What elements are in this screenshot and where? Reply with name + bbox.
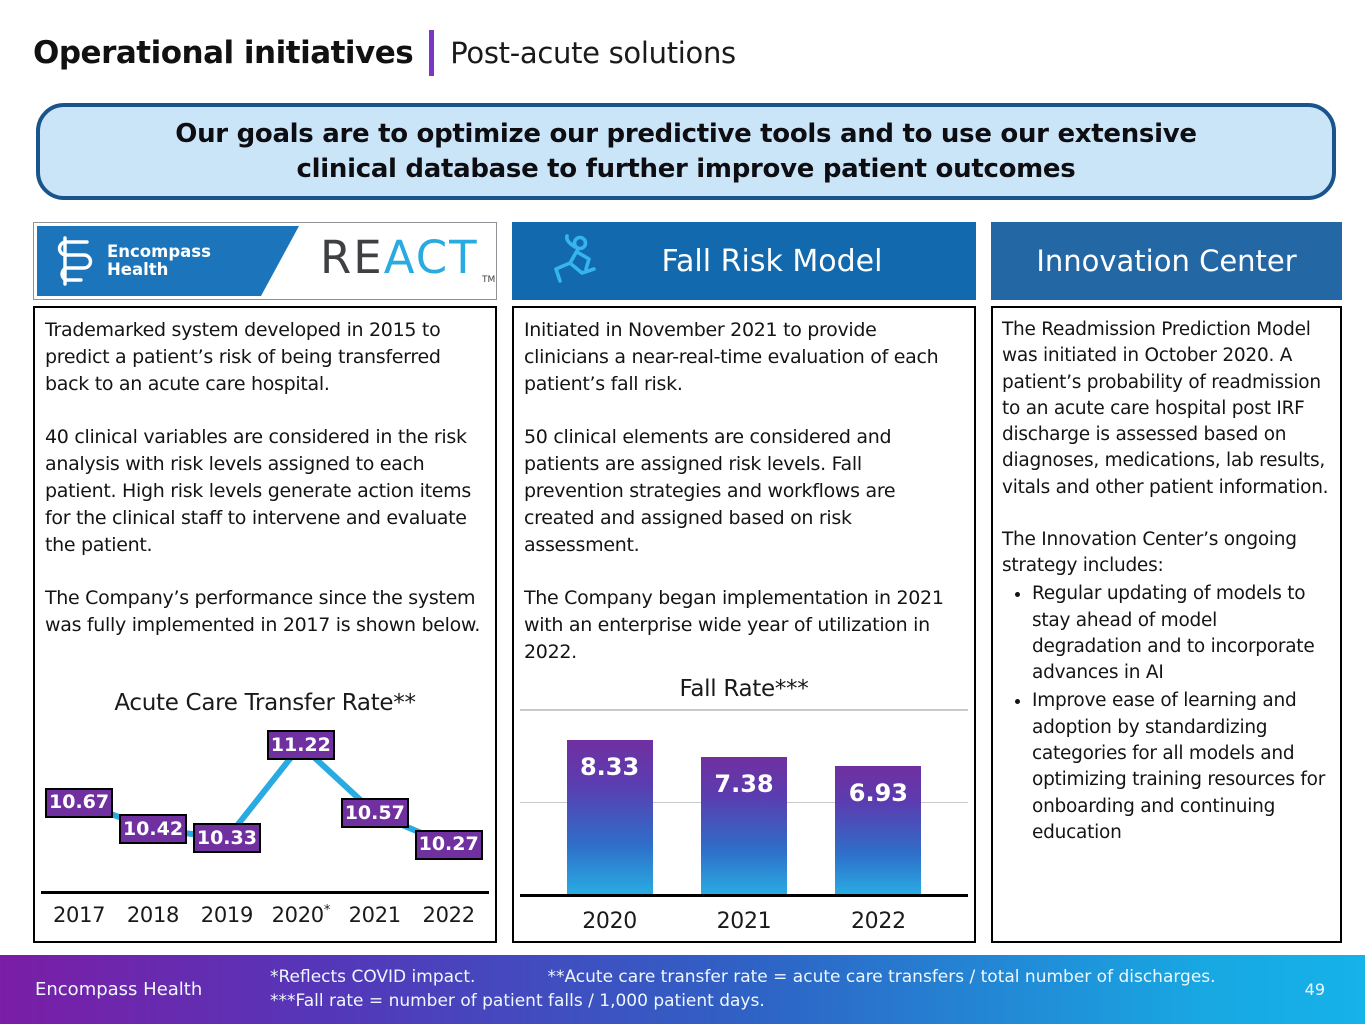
brand-line1: Encompass	[107, 241, 211, 261]
innovation-paragraph-1: The Readmission Prediction Model was ini…	[1002, 319, 1329, 498]
footnote-transfer-rate: **Acute care transfer rate = acute care …	[547, 967, 1216, 988]
react-text-box: Trademarked system developed in 2015 to …	[33, 306, 497, 943]
columns-row: Encompass Health REACT TM Trademarked sy…	[33, 222, 1342, 943]
page-title: Operational initiatives	[33, 35, 414, 71]
footnote-line-1: *Reflects COVID impact. **Acute care tran…	[270, 966, 1305, 989]
title-divider-bar	[429, 30, 435, 76]
goals-banner-line1: Our goals are to optimize our predictive…	[175, 118, 1197, 149]
goals-banner-line2: clinical database to further improve pat…	[296, 153, 1076, 184]
react-paragraph-2: 40 clinical variables are considered in …	[45, 425, 471, 556]
footer-footnotes: *Reflects COVID impact. **Acute care tran…	[270, 966, 1305, 1013]
page-subtitle: Post-acute solutions	[450, 36, 736, 70]
falling-person-icon	[554, 234, 596, 283]
transfer-rate-chart-title: Acute Care Transfer Rate**	[114, 690, 416, 716]
fall-risk-text-box: Initiated in November 2021 to provide cl…	[512, 306, 976, 943]
transfer-rate-category: 2019	[200, 903, 254, 927]
slide-title-row: Operational initiatives Post-acute solut…	[33, 30, 736, 76]
fall-rate-bar: 6.93	[835, 765, 922, 894]
fall-rate-value-label: 7.38	[714, 770, 774, 799]
fall-risk-paragraph-3: The Company began implementation in 2021…	[524, 586, 944, 663]
innovation-text-box: The Readmission Prediction Model was ini…	[991, 306, 1342, 943]
react-re: RE	[320, 231, 384, 284]
column-fall-risk: Fall Risk Model Initiated in November 20…	[512, 222, 976, 943]
innovation-bullet-1: Regular updating of models to stay ahead…	[1032, 581, 1331, 686]
transfer-rate-plot: 10.67 10.42 10.33 11.22 10.57 10.27	[41, 723, 489, 889]
transfer-rate-value-label: 10.27	[414, 829, 483, 860]
innovation-header: Innovation Center	[991, 222, 1342, 300]
fall-risk-paragraph-2: 50 clinical elements are considered and …	[524, 425, 896, 556]
footnote-covid: *Reflects COVID impact.	[270, 967, 476, 988]
fall-rate-chart: Fall Rate*** 8.33 7.38 6.93 2020 2021 2022	[520, 673, 968, 937]
fall-rate-xaxis: 2020 2021 2022	[520, 897, 968, 937]
footnote-line-2: ***Fall rate = number of patient falls /…	[270, 990, 1305, 1013]
fall-rate-bar: 8.33	[566, 739, 653, 894]
encompass-logo-panel: Encompass Health	[37, 226, 299, 296]
transfer-rate-value-label: 10.57	[340, 798, 409, 829]
fall-rate-category: 2022	[850, 909, 906, 934]
brand-line2: Health	[107, 260, 169, 279]
transfer-rate-value-label: 10.67	[45, 787, 114, 818]
react-paragraph-3: The Company’s performance since the syst…	[45, 586, 481, 636]
fall-risk-header: Fall Risk Model	[512, 222, 976, 300]
page-number: 49	[1304, 980, 1325, 999]
footer-brand: Encompass Health	[35, 979, 203, 1000]
encompass-health-icon	[53, 235, 97, 287]
transfer-rate-category: 2020*	[271, 903, 331, 927]
fall-rate-plot: 8.33 7.38 6.93	[520, 709, 968, 897]
fall-rate-gridline	[520, 709, 968, 711]
fall-rate-category: 2020	[582, 909, 637, 934]
react-act: ACT	[383, 231, 479, 284]
encompass-brand-text: Encompass Health	[107, 243, 211, 279]
goals-banner: Our goals are to optimize our predictive…	[36, 103, 1336, 200]
fall-rate-bar: 7.38	[701, 757, 787, 894]
transfer-rate-value-label: 10.33	[192, 823, 261, 854]
react-logo-header: Encompass Health REACT TM	[33, 222, 497, 300]
transfer-rate-xaxis: 2017 2018 2019 2020* 2021 2022	[41, 891, 489, 933]
innovation-bullet-2: Improve ease of learning and adoption by…	[1032, 688, 1331, 846]
transfer-rate-category: 2018	[126, 903, 180, 927]
transfer-rate-value-label: 11.22	[266, 730, 335, 760]
react-trademark: TM	[482, 275, 496, 285]
fall-rate-value-label: 6.93	[848, 778, 908, 807]
transfer-rate-category: 2022	[422, 903, 476, 927]
fall-rate-category: 2021	[716, 909, 772, 934]
footer-bar: Encompass Health *Reflects COVID impact.…	[0, 955, 1365, 1024]
fall-rate-chart-title: Fall Rate***	[679, 676, 809, 702]
transfer-rate-chart: Acute Care Transfer Rate** 10.67 10.42 10.…	[41, 687, 489, 935]
innovation-bullet-list: Regular updating of models to stay ahead…	[1032, 581, 1331, 846]
innovation-paragraph-2: The Innovation Center’s ongoing strategy…	[1002, 528, 1297, 577]
fall-risk-paragraph-1: Initiated in November 2021 to provide cl…	[524, 319, 939, 395]
transfer-rate-category: 2017	[52, 903, 106, 927]
transfer-rate-category: 2021	[348, 903, 402, 927]
footnote-fall-rate: ***Fall rate = number of patient falls /…	[270, 990, 765, 1011]
fall-risk-header-label: Fall Risk Model	[661, 243, 883, 279]
transfer-rate-value-label: 10.42	[119, 814, 187, 844]
column-innovation: Innovation Center The Readmission Predic…	[991, 222, 1342, 943]
column-react: Encompass Health REACT TM Trademarked sy…	[33, 222, 497, 943]
fall-rate-value-label: 8.33	[579, 752, 640, 781]
innovation-header-label: Innovation Center	[1036, 244, 1297, 278]
react-wordmark: REACT	[320, 231, 479, 284]
react-paragraph-1: Trademarked system developed in 2015 to …	[45, 319, 441, 395]
